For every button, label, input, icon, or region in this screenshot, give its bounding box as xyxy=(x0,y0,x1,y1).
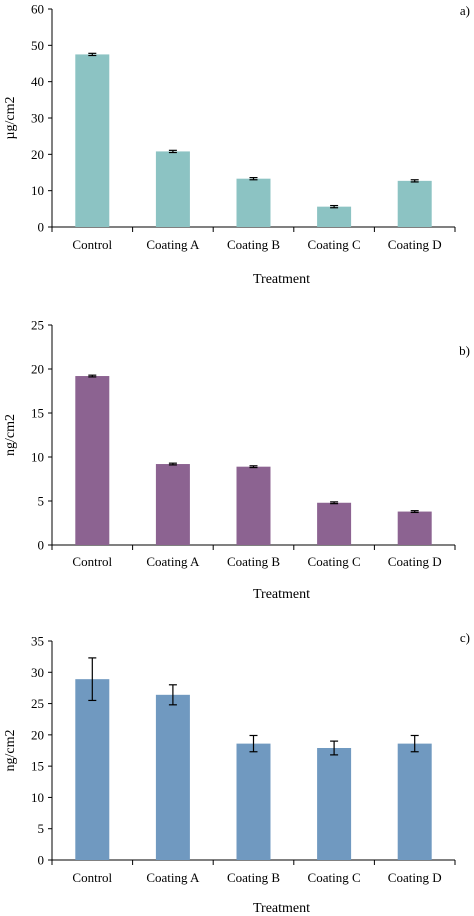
panel-label: b) xyxy=(459,343,470,358)
x-tick-label: Coating A xyxy=(146,237,200,252)
y-tick-label: 0 xyxy=(38,853,45,868)
bar-coating-a xyxy=(155,151,190,227)
x-tick-label: Coating C xyxy=(308,237,361,252)
y-tick-label: 15 xyxy=(31,406,44,421)
y-axis-title: ng/cm2 xyxy=(3,730,18,772)
y-tick-label: 5 xyxy=(38,821,45,836)
x-tick-label: Coating C xyxy=(308,554,361,569)
x-tick-label: Coating A xyxy=(146,554,200,569)
y-tick-label: 30 xyxy=(31,665,44,680)
bar-coating-c xyxy=(317,747,352,860)
x-tick-label: Coating C xyxy=(308,870,361,885)
x-tick-label: Control xyxy=(72,237,112,252)
chart-panel-3: 0 5 10 15 20 25 30 35 Control Coating A Coating B C… xyxy=(3,630,470,916)
bar-coating-c xyxy=(317,502,352,545)
y-tick-label: 15 xyxy=(31,759,44,774)
bar-coating-d xyxy=(397,743,432,860)
y-tick-label: 20 xyxy=(31,147,44,162)
bar-control xyxy=(75,376,110,545)
y-tick-label: 25 xyxy=(31,318,44,333)
x-tick-label: Coating D xyxy=(388,870,442,885)
y-tick-label: 35 xyxy=(31,634,44,649)
x-tick-label: Coating B xyxy=(227,237,280,252)
x-axis-title: Treatment xyxy=(253,587,310,602)
y-axis-title: ng/cm2 xyxy=(3,414,18,456)
x-tick-label: Coating D xyxy=(388,554,442,569)
y-tick-label: 0 xyxy=(38,538,45,553)
x-tick-label: Coating D xyxy=(388,237,442,252)
x-axis-title: Treatment xyxy=(253,901,310,916)
bar-coating-a xyxy=(155,464,190,545)
bar-coating-c xyxy=(317,206,352,227)
y-tick-label: 10 xyxy=(31,790,44,805)
y-tick-label: 60 xyxy=(31,2,44,17)
x-tick-label: Coating B xyxy=(227,554,280,569)
bar-coating-a xyxy=(155,694,190,860)
bar-coating-b xyxy=(236,178,271,227)
chart-panel-2: 0 5 10 15 20 25 Control Coating A Coating B Coati… xyxy=(3,318,470,603)
y-tick-label: 20 xyxy=(31,362,44,377)
x-tick-label: Control xyxy=(72,554,112,569)
bar-coating-d xyxy=(397,511,432,545)
y-tick-label: 30 xyxy=(31,111,44,126)
y-tick-label: 25 xyxy=(31,696,44,711)
bar-coating-b xyxy=(236,743,271,860)
panel-label: c) xyxy=(460,630,470,645)
x-axis-title: Treatment xyxy=(253,272,310,287)
chart-panel-1: 0 10 20 30 40 50 60 Control Coating A Coating B Co… xyxy=(3,2,470,288)
x-tick-label: Coating B xyxy=(227,870,280,885)
bar-control xyxy=(75,679,110,860)
y-tick-label: 10 xyxy=(31,450,44,465)
y-tick-label: 40 xyxy=(31,74,44,89)
y-axis-title: µg/cm2 xyxy=(3,96,18,139)
y-tick-label: 20 xyxy=(31,727,44,742)
bar-coating-d xyxy=(397,180,432,227)
x-tick-label: Control xyxy=(72,870,112,885)
y-tick-label: 50 xyxy=(31,38,44,53)
y-tick-label: 0 xyxy=(38,220,45,235)
bar-coating-b xyxy=(236,466,271,545)
bar-control xyxy=(75,54,110,227)
x-tick-label: Coating A xyxy=(146,870,200,885)
y-tick-label: 10 xyxy=(31,183,44,198)
y-tick-label: 5 xyxy=(38,494,45,509)
panel-label: a) xyxy=(460,3,470,18)
